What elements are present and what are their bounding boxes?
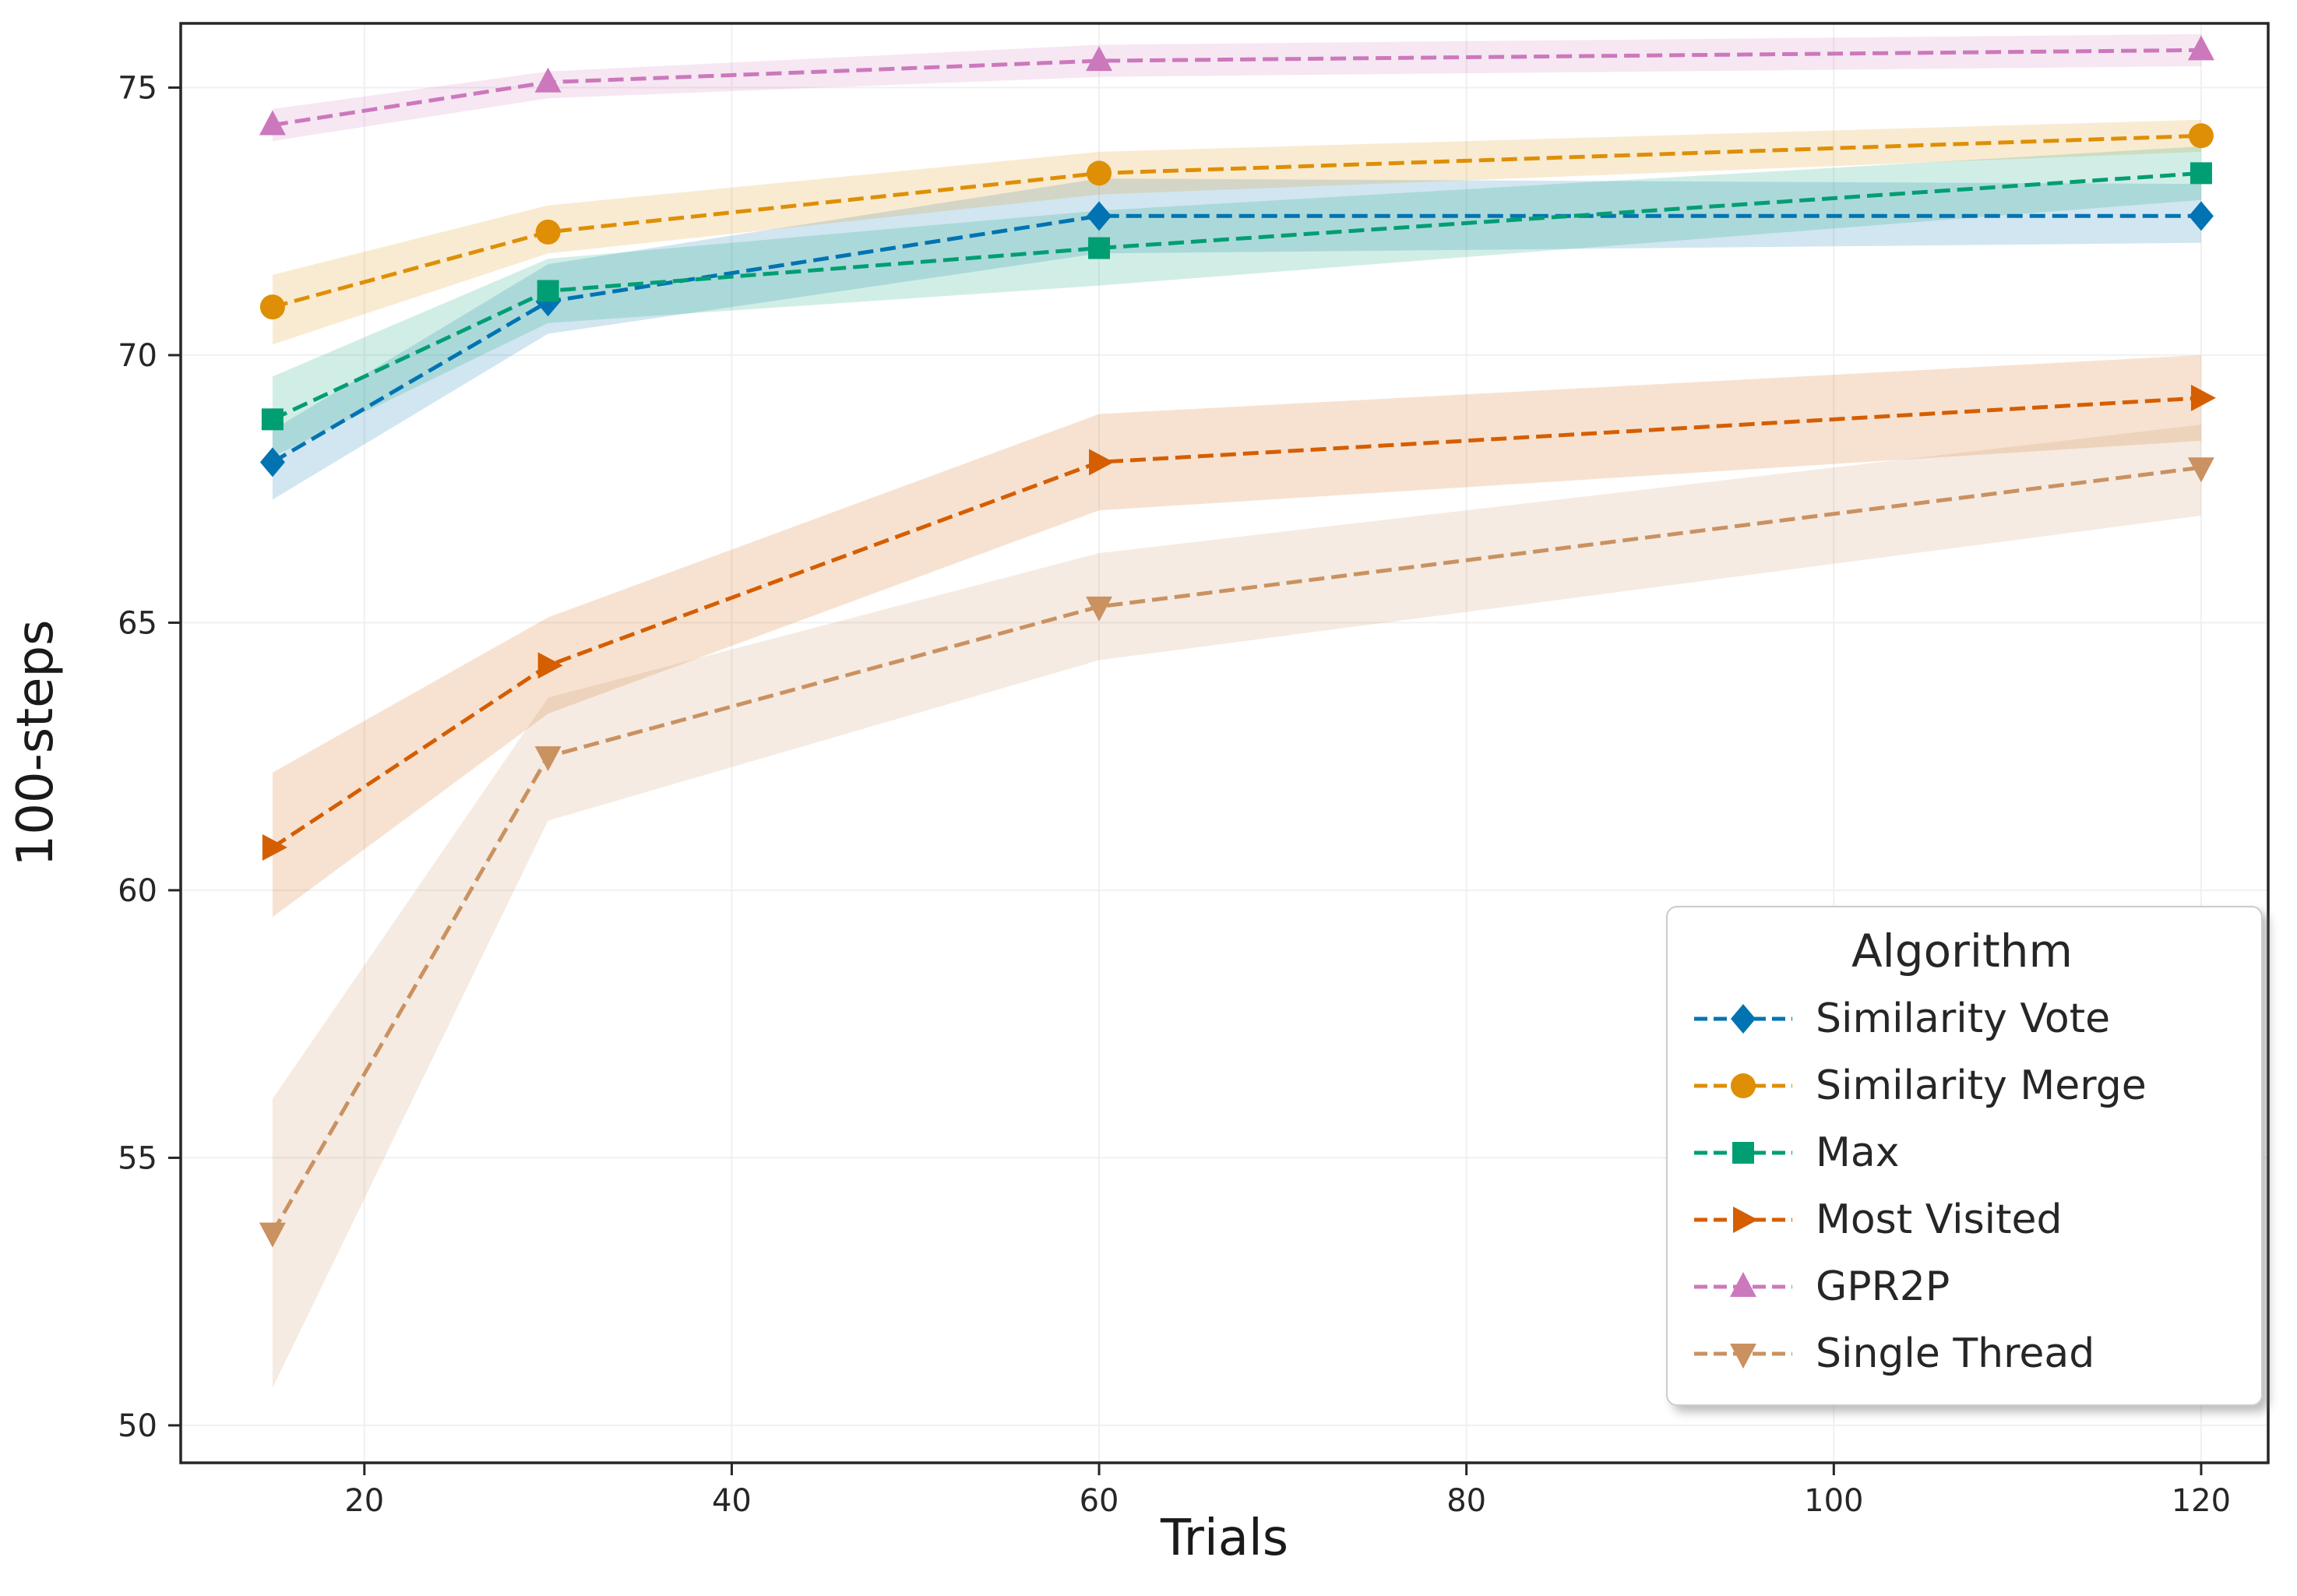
marker-similarity-vote	[2188, 201, 2214, 231]
legend-marker	[1732, 1142, 1754, 1164]
line-most-visited	[271, 396, 2202, 850]
y-axis-label: 100-steps	[7, 619, 65, 867]
marker-most-visited	[2190, 384, 2216, 411]
line-max	[271, 171, 2202, 421]
legend-label-max: Max	[1816, 1129, 1900, 1176]
legend-sample-similarity-merge	[1694, 1073, 1792, 1098]
marker-single-thread	[259, 1222, 286, 1248]
legend-sample-max	[1694, 1142, 1792, 1164]
legend-sample-gpr2p	[1694, 1272, 1792, 1297]
x-axis-label: Trials	[1160, 1510, 1289, 1567]
legend-item-most-visited: Most Visited	[1689, 1186, 2235, 1253]
legend-marker	[1730, 1272, 1756, 1297]
legend-marker	[1733, 1207, 1758, 1233]
line-similarity-vote	[271, 213, 2201, 464]
legend-item-similarity-vote: Similarity Vote	[1689, 985, 2235, 1052]
marker-similarity-vote	[259, 447, 285, 477]
legend-sample-similarity-vote	[1694, 1004, 1792, 1034]
marker-max	[2190, 162, 2212, 185]
axes-spines	[179, 22, 2270, 1464]
line-similarity-merge	[272, 133, 2201, 309]
x-tick-label: 100	[1804, 1483, 1863, 1519]
confidence-band-gpr2p	[272, 33, 2201, 142]
x-tick-label: 60	[1080, 1483, 1119, 1519]
legend-item-gpr2p: GPR2P	[1689, 1253, 2235, 1320]
marker-similarity-merge	[535, 219, 561, 245]
legend-item-similarity-merge: Similarity Merge	[1689, 1052, 2235, 1119]
confidence-band-max	[272, 146, 2201, 457]
marker-similarity-merge	[259, 294, 285, 320]
y-tick-label: 55	[118, 1140, 157, 1176]
marker-single-thread	[1086, 596, 1113, 622]
y-tick-label: 60	[118, 873, 157, 909]
legend-item-single-thread: Single Thread	[1689, 1320, 2235, 1387]
confidence-band-single-thread	[272, 425, 2201, 1388]
marker-gpr2p	[259, 110, 286, 136]
marker-max	[537, 280, 559, 302]
legend-label-gpr2p: GPR2P	[1816, 1263, 1950, 1310]
marker-max	[1088, 237, 1111, 259]
y-tick-label: 65	[118, 605, 157, 641]
marker-gpr2p	[1086, 46, 1113, 72]
legend-marker	[1730, 1344, 1756, 1369]
marker-single-thread	[2187, 457, 2214, 483]
legend-label-single-thread: Single Thread	[1816, 1330, 2095, 1377]
marker-similarity-vote	[1087, 201, 1112, 231]
legend-label-most-visited: Most Visited	[1816, 1196, 2063, 1243]
y-tick-label: 50	[118, 1408, 157, 1444]
y-tick-label: 70	[118, 338, 157, 374]
x-tick-label: 20	[344, 1483, 384, 1519]
marker-similarity-merge	[2188, 123, 2214, 149]
marker-most-visited	[537, 652, 563, 679]
legend-sample-most-visited	[1694, 1207, 1792, 1233]
legend-marker	[1731, 1004, 1756, 1034]
marker-most-visited	[262, 833, 287, 861]
marker-gpr2p	[2187, 35, 2214, 61]
legend: Algorithm Similarity Vote Similarity Merg…	[1666, 906, 2263, 1406]
y-tick-label: 75	[118, 70, 157, 106]
legend-label-similarity-vote: Similarity Vote	[1816, 995, 2111, 1042]
marker-most-visited	[1089, 449, 1115, 476]
marker-gpr2p	[534, 67, 562, 93]
x-tick-label: 120	[2172, 1483, 2231, 1519]
legend-items: Similarity Vote Similarity Merge Max Most V…	[1689, 985, 2235, 1387]
marker-single-thread	[534, 746, 562, 772]
marker-max	[261, 408, 284, 431]
legend-title: Algorithm	[1851, 925, 2073, 978]
legend-item-max: Max	[1689, 1119, 2235, 1186]
legend-marker	[1731, 1073, 1756, 1098]
marker-similarity-merge	[1087, 160, 1112, 186]
legend-label-similarity-merge: Similarity Merge	[1816, 1062, 2147, 1109]
legend-sample-single-thread	[1694, 1344, 1792, 1369]
x-tick-label: 80	[1446, 1483, 1486, 1519]
confidence-band-similarity-vote	[272, 178, 2201, 500]
line-single-thread	[270, 465, 2202, 1234]
x-tick-label: 40	[712, 1483, 752, 1519]
line-gpr2p	[272, 48, 2201, 127]
confidence-band-most-visited	[272, 354, 2201, 918]
